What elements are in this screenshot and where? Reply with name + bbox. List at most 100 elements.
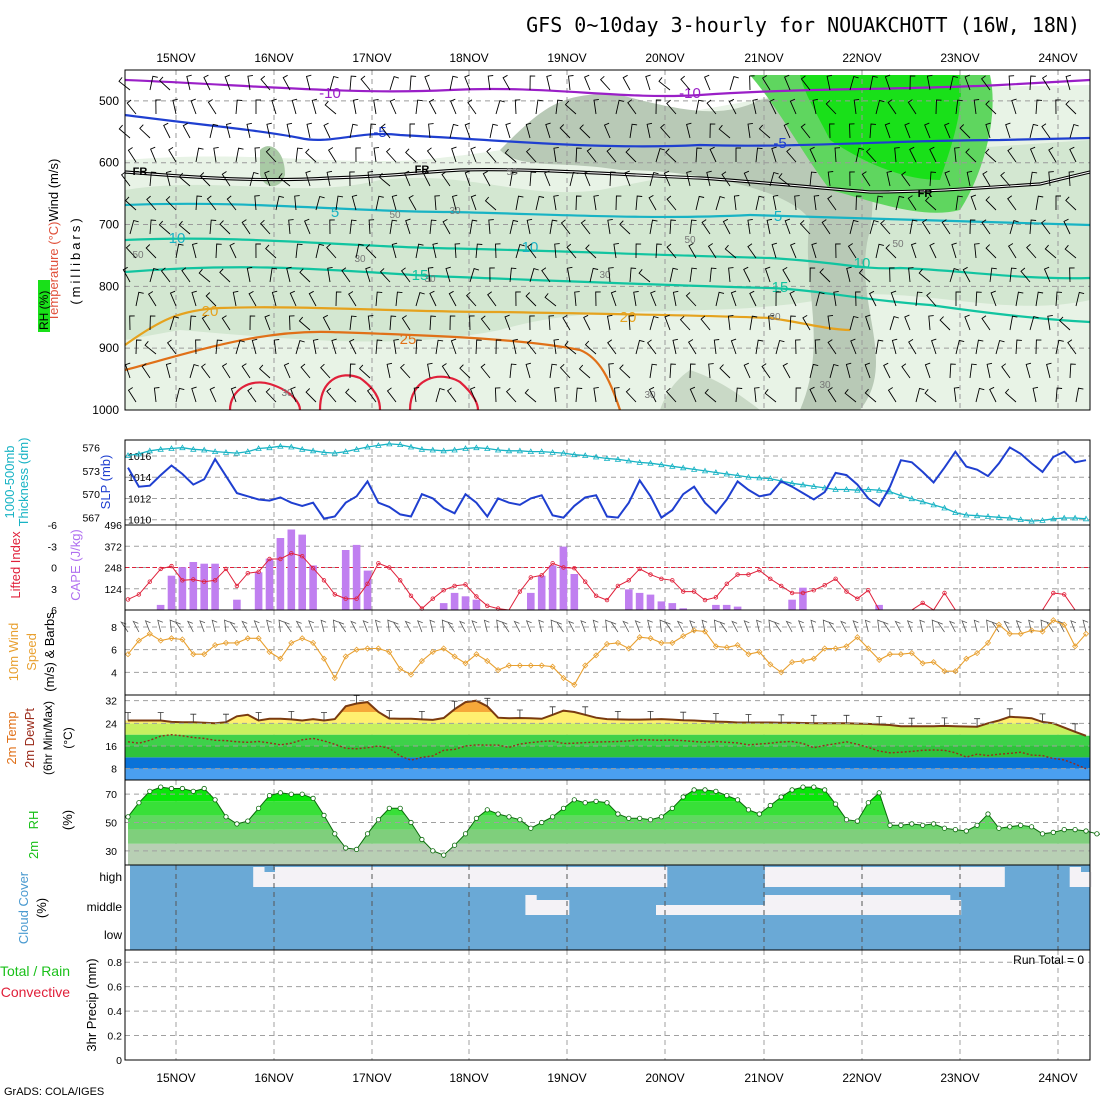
lifted-index-point [343, 596, 348, 601]
wind10m-point [407, 671, 415, 678]
wind-barb [730, 290, 737, 307]
wind-barb [548, 315, 555, 331]
cape-bar [233, 599, 241, 610]
cape-bar [875, 604, 883, 610]
wind-barb [984, 148, 997, 163]
wind10m-point [1017, 630, 1024, 637]
wind-barb [355, 243, 364, 259]
cloud-cover-cell [841, 867, 853, 887]
cloud-cover-cell [623, 867, 635, 887]
rh-point [658, 814, 665, 820]
wind-barb [549, 363, 558, 379]
rh-point [593, 798, 599, 804]
wind-barb [689, 267, 697, 283]
wind-barb [966, 170, 973, 187]
wind-barb [755, 339, 764, 355]
thickness-tick-label: 570 [82, 489, 100, 501]
wind10m-point [429, 648, 436, 655]
wind-barb [391, 242, 398, 259]
wind-barb [189, 364, 199, 379]
thickness-ylabel-units: Thickness (dm) [16, 438, 31, 527]
lifted-index-point [310, 566, 316, 571]
wind-barb [764, 266, 771, 283]
wind-barb [944, 122, 951, 139]
wind-barb [286, 122, 293, 139]
wind-barb [315, 195, 325, 211]
lifted-index-point [735, 572, 740, 577]
wind-barb [975, 339, 984, 355]
wind-barb [448, 290, 457, 307]
wind-barb [380, 123, 391, 139]
wind10m-point [527, 662, 534, 669]
wind-barb [704, 388, 717, 403]
rh-point [441, 852, 447, 858]
wind-barb [747, 218, 753, 235]
wind-barb [904, 314, 911, 331]
rh-point [397, 805, 403, 811]
wind-barb [1011, 98, 1017, 115]
rh-contour-label: 30 [424, 274, 436, 285]
wind10m-point [865, 645, 872, 652]
wind10m-point [233, 639, 240, 646]
wind-barb [887, 99, 897, 115]
wind-barb [887, 387, 897, 403]
cloud-cover-cell [656, 867, 668, 887]
wind-barb [469, 315, 475, 331]
thickness-point [745, 473, 752, 480]
lifted-index-point [593, 593, 599, 598]
lifted-index-point [833, 576, 838, 581]
wind-barb [625, 148, 637, 163]
cape-bar [309, 565, 317, 610]
wind-barb [288, 219, 294, 235]
thickness-point [919, 498, 926, 505]
wind-barb [811, 242, 817, 259]
wind-barb [1007, 243, 1017, 259]
wind10m-point [190, 651, 197, 658]
wind10m-point [157, 637, 164, 644]
wind-barb [749, 290, 757, 307]
wind-barb [846, 266, 852, 283]
wind-barb [827, 171, 834, 187]
temperature-line [128, 699, 1087, 737]
wind-barb [155, 99, 161, 115]
wind-barb [766, 218, 773, 235]
wind-barb [815, 291, 825, 307]
wind-barb [885, 244, 897, 259]
thickness-point [549, 449, 556, 455]
wind-barb [924, 122, 931, 139]
wind-barb [955, 291, 961, 306]
temperature-contour-label: 15 [412, 267, 429, 284]
pressure-units-label: (millibars) [68, 215, 83, 304]
wind-barb [585, 244, 597, 259]
cloud-cover-cell [917, 895, 929, 915]
wind-barb [149, 267, 159, 283]
cape-bar [788, 599, 796, 610]
wind-barb [349, 123, 358, 139]
lifted-index-point [855, 596, 860, 601]
wind-barb [221, 315, 231, 331]
wind-barb [826, 74, 833, 91]
wind-barb [833, 290, 839, 307]
li-ylabel: Lifted Index [8, 531, 23, 599]
wind-barb [619, 220, 631, 235]
rh-point [800, 784, 806, 790]
wind-barb [549, 219, 558, 235]
wind-barb [512, 338, 518, 355]
wind-barb [926, 74, 933, 91]
wind-barb [574, 291, 580, 307]
rh-point [1039, 831, 1046, 837]
wind-barb [970, 194, 977, 211]
wind-barb [495, 339, 502, 355]
cloud-cover-cell [492, 867, 504, 887]
lifted-index-line [127, 552, 1086, 611]
rh-point [266, 792, 273, 799]
wind10m-barb [986, 619, 992, 633]
wind-barb [515, 243, 525, 259]
rh-point [756, 811, 763, 817]
lifted-index-point [365, 581, 370, 586]
cape-bar [712, 604, 720, 610]
wind-barb [986, 362, 993, 379]
wind-barb [625, 388, 637, 403]
wind10m-barb [797, 620, 804, 633]
wind-barb [393, 338, 399, 355]
